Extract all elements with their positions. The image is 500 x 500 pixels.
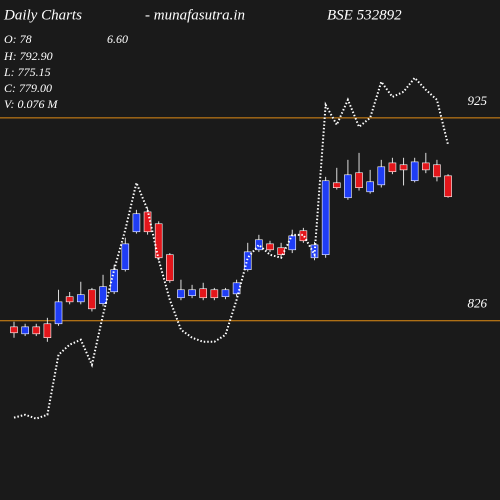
chart-title: Daily Charts (3, 7, 82, 23)
candle-body (132, 213, 141, 233)
candle-body (232, 282, 241, 295)
candle-body (99, 286, 107, 304)
chart-subtitle: - munafasutra.in (145, 7, 245, 23)
level-label: 925 (468, 93, 488, 108)
candle-body (355, 172, 363, 189)
annotation: L: 775.15 (3, 65, 51, 79)
candle-body (321, 180, 330, 256)
candle-body (444, 175, 452, 198)
symbol: BSE 532892 (327, 7, 402, 23)
candle-body (210, 289, 219, 299)
candle-body (388, 162, 397, 173)
dotted-line (13, 76, 450, 420)
candle-body (110, 269, 118, 293)
candle-body (65, 296, 74, 303)
candle-body (121, 243, 130, 270)
candle-body (188, 289, 196, 296)
candle-body (32, 326, 41, 335)
candle-body (299, 230, 308, 242)
annotation: V: 0.076 M (4, 97, 59, 111)
candle-body (43, 323, 52, 339)
candle-body (243, 251, 252, 270)
candle-body (76, 294, 85, 303)
candle-body (410, 161, 419, 182)
candle-body (255, 239, 263, 251)
candle-body (199, 288, 208, 299)
candle-body (332, 182, 341, 189)
candle-body (10, 326, 18, 334)
candle-body (88, 289, 96, 310)
candle-body (221, 289, 230, 298)
level-label: 826 (468, 296, 488, 311)
candle-body (177, 289, 185, 299)
candle-body (377, 166, 386, 186)
candle-body (422, 162, 430, 171)
annotation: H: 792.90 (3, 49, 53, 63)
candle-body (366, 181, 374, 193)
candle-body (54, 301, 63, 325)
annotation: O: 78 (4, 32, 32, 46)
candle-body (344, 174, 352, 199)
annotation: C: 779.00 (4, 81, 52, 95)
annotation: 6.60 (107, 32, 128, 46)
candle-body (21, 326, 29, 335)
candle-body (143, 211, 152, 233)
candle-body (433, 164, 441, 178)
candle-body (266, 243, 274, 251)
candle-body (399, 164, 408, 171)
candle-body (166, 254, 174, 282)
